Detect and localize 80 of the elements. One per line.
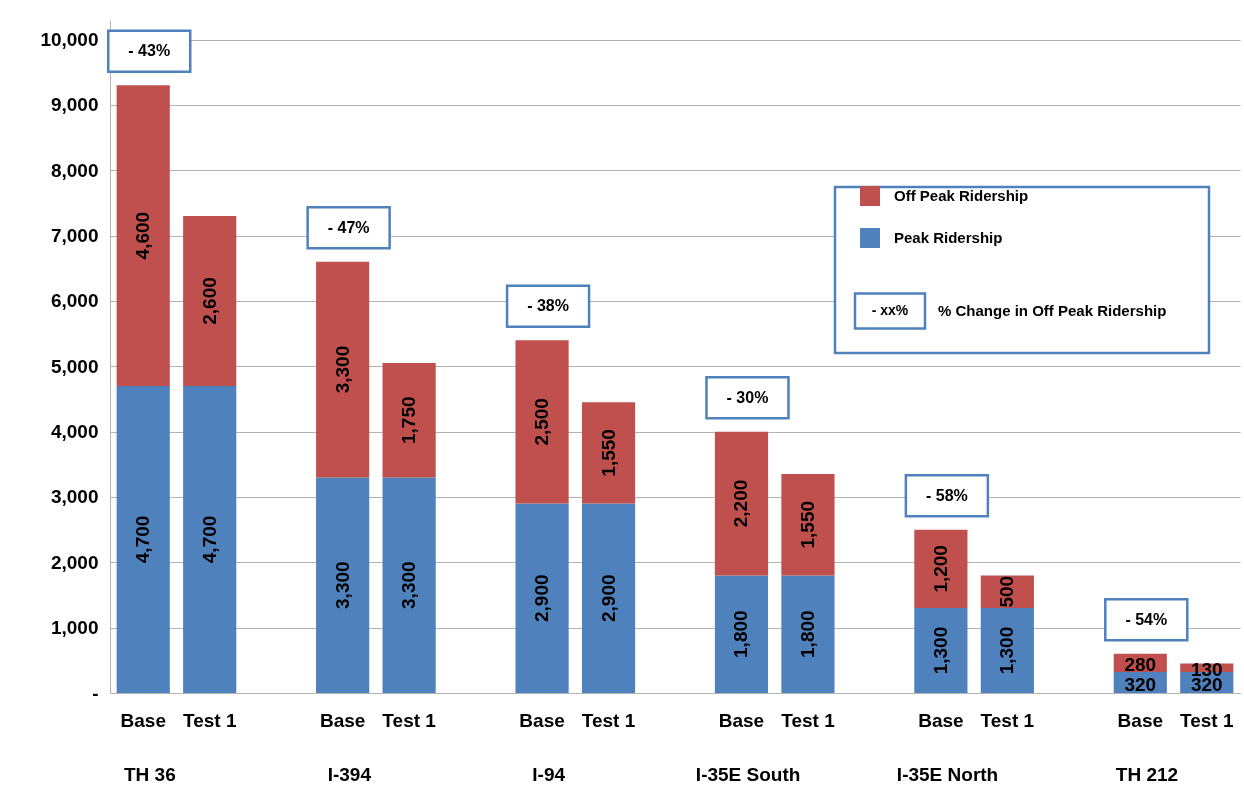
text: TH 36 xyxy=(124,764,176,785)
text: I-94 xyxy=(532,764,566,785)
bar xyxy=(980,608,1034,693)
bar xyxy=(515,340,569,504)
bar xyxy=(781,575,835,693)
bar xyxy=(714,575,769,693)
annotation: - 43% xyxy=(128,42,171,60)
data-label: 320 xyxy=(1124,673,1157,695)
data-label: 1,200 xyxy=(929,545,951,593)
y-tick-label: 5,000 xyxy=(50,355,99,377)
bar xyxy=(183,385,237,693)
legend-label: Peak Ridership xyxy=(894,229,1003,246)
bar xyxy=(515,503,569,693)
bar xyxy=(116,385,170,693)
x-tick-label: Test 1 xyxy=(581,709,636,731)
y-tick-label: 7,000 xyxy=(50,225,99,247)
y-tick-label: 1,000 xyxy=(50,617,99,639)
legend-label: Off Peak Ridership xyxy=(894,187,1029,204)
bar xyxy=(382,363,436,478)
data-label: 1,800 xyxy=(796,610,818,658)
y-tick-label: 6,000 xyxy=(50,290,99,312)
x-tick-label: Test 1 xyxy=(980,709,1035,731)
text: TH 212 xyxy=(1115,764,1179,785)
annotation: - 30% xyxy=(726,388,769,406)
y-tick-label: 2,000 xyxy=(50,551,99,573)
annotation: - 38% xyxy=(527,297,569,315)
annotation: - 58% xyxy=(925,486,968,504)
bar xyxy=(781,474,835,576)
data-label: 1,300 xyxy=(929,626,951,675)
data-label: 1,750 xyxy=(398,396,420,444)
x-tick-label: Base xyxy=(319,709,366,731)
x-tick-label: Test 1 xyxy=(182,709,237,731)
data-label: 2,600 xyxy=(198,277,220,325)
data-label: 500 xyxy=(996,575,1018,608)
data-label: 3,300 xyxy=(331,561,353,609)
bar xyxy=(714,431,769,576)
annotation: % Change in Off Peak Ridership xyxy=(938,302,1167,319)
data-label: 2,200 xyxy=(730,479,752,528)
x-tick-label: Test 1 xyxy=(382,709,437,731)
data-label: 4,700 xyxy=(132,515,154,564)
data-label: 4,600 xyxy=(132,211,154,260)
data-label: 4,700 xyxy=(198,515,220,564)
x-tick-label: Base xyxy=(918,709,964,731)
bar xyxy=(316,477,370,693)
y-tick-label: 9,000 xyxy=(50,94,99,116)
bar xyxy=(914,608,968,693)
bar xyxy=(382,477,436,693)
x-tick-label: Base xyxy=(120,709,166,731)
y-tick-label: 4,000 xyxy=(50,421,99,443)
x-tick-label: Test 1 xyxy=(781,709,836,731)
y-tick-label: 3,000 xyxy=(50,486,99,508)
y-tick-label: 10,000 xyxy=(40,29,99,51)
data-label: 2,900 xyxy=(531,574,553,623)
bar xyxy=(914,529,968,609)
annotation: - 54% xyxy=(1125,610,1168,628)
text: I-394 xyxy=(327,764,372,785)
annotation: - xx% xyxy=(871,302,909,318)
x-tick-label: Base xyxy=(718,709,765,731)
bar xyxy=(316,261,370,478)
data-label: 2,900 xyxy=(597,574,619,623)
text: I-35E North xyxy=(896,764,999,785)
data-label: 3,300 xyxy=(331,345,353,394)
y-tick-label: - xyxy=(92,682,99,704)
bar xyxy=(581,402,636,504)
x-tick-label: Test 1 xyxy=(1180,709,1234,731)
bar xyxy=(183,216,237,386)
annotation: - 47% xyxy=(327,218,370,236)
data-label: 1,800 xyxy=(730,610,752,658)
data-label: 280 xyxy=(1124,653,1157,675)
data-label: 1,550 xyxy=(796,500,818,549)
data-label: 3,300 xyxy=(398,561,420,609)
bar xyxy=(581,503,636,693)
data-label: 1,300 xyxy=(996,626,1018,675)
bar xyxy=(116,85,170,386)
y-tick-label: 8,000 xyxy=(50,159,99,181)
x-tick-label: Base xyxy=(519,709,565,731)
x-tick-label: Base xyxy=(1117,709,1164,731)
data-label: 2,500 xyxy=(531,398,553,446)
text: I-35E South xyxy=(695,764,801,785)
data-label: 1,550 xyxy=(597,429,619,477)
